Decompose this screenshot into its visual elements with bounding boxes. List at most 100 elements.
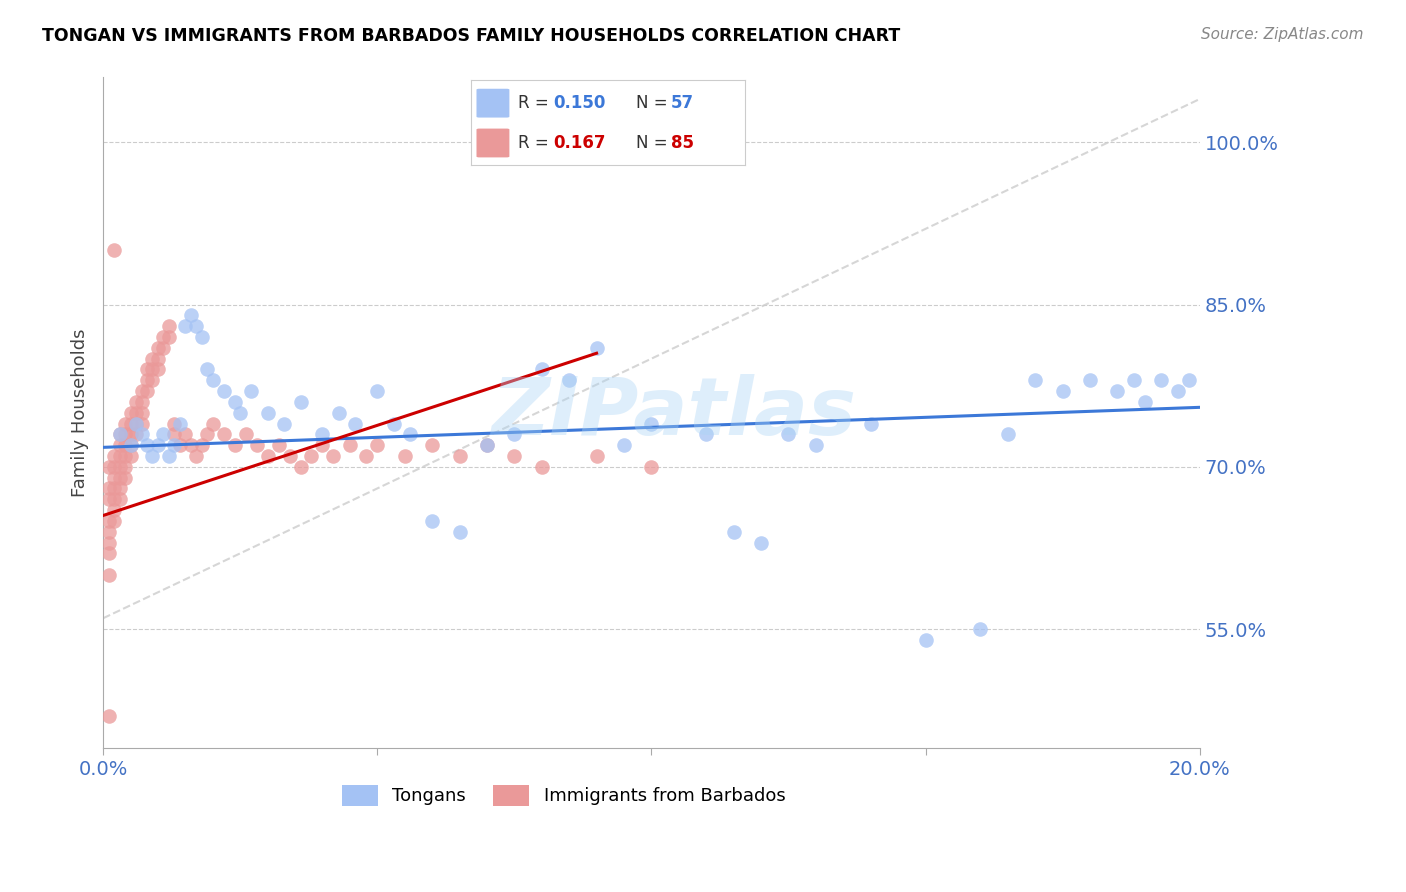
Point: [120, 438, 142, 452]
Point: [366, 438, 388, 452]
Point: [141, 449, 163, 463]
Point: [136, 438, 159, 452]
Point: [174, 319, 197, 334]
Point: [103, 503, 125, 517]
Point: [420, 514, 443, 528]
Point: [152, 427, 174, 442]
Text: 85: 85: [671, 134, 695, 152]
Text: R =: R =: [517, 95, 554, 112]
Point: [97, 524, 120, 539]
Point: [114, 459, 136, 474]
Point: [108, 438, 131, 452]
Point: [108, 459, 131, 474]
Point: [201, 373, 224, 387]
Point: [103, 244, 125, 258]
Point: [1078, 373, 1101, 387]
Point: [120, 417, 142, 431]
Point: [103, 449, 125, 463]
Point: [163, 427, 186, 442]
Text: ZIPatlas: ZIPatlas: [491, 374, 856, 451]
Point: [366, 384, 388, 398]
Point: [290, 395, 312, 409]
Text: Source: ZipAtlas.com: Source: ZipAtlas.com: [1201, 27, 1364, 42]
Point: [301, 449, 323, 463]
Point: [311, 438, 333, 452]
Point: [449, 449, 471, 463]
Point: [97, 514, 120, 528]
Point: [186, 319, 208, 334]
Point: [97, 568, 120, 582]
Point: [290, 459, 312, 474]
Point: [97, 708, 120, 723]
Point: [585, 341, 607, 355]
Point: [273, 417, 295, 431]
Point: [103, 492, 125, 507]
Point: [136, 362, 159, 376]
Point: [449, 524, 471, 539]
Point: [114, 449, 136, 463]
Point: [382, 417, 405, 431]
Point: [146, 341, 169, 355]
Legend: Tongans, Immigrants from Barbados: Tongans, Immigrants from Barbados: [335, 778, 793, 813]
Point: [224, 395, 246, 409]
Point: [131, 406, 153, 420]
FancyBboxPatch shape: [477, 89, 509, 118]
Point: [229, 406, 252, 420]
Text: R =: R =: [517, 134, 554, 152]
Point: [131, 417, 153, 431]
Point: [201, 417, 224, 431]
Point: [141, 362, 163, 376]
Point: [114, 427, 136, 442]
Point: [339, 438, 361, 452]
Point: [1024, 373, 1046, 387]
Point: [530, 459, 553, 474]
Point: [235, 427, 257, 442]
Point: [180, 309, 202, 323]
Point: [157, 449, 180, 463]
Point: [212, 427, 235, 442]
Text: N =: N =: [636, 134, 672, 152]
Point: [103, 482, 125, 496]
Point: [120, 449, 142, 463]
Point: [278, 449, 301, 463]
Point: [97, 492, 120, 507]
Point: [180, 438, 202, 452]
Point: [997, 427, 1019, 442]
Point: [157, 319, 180, 334]
Point: [169, 438, 191, 452]
Point: [778, 427, 800, 442]
Point: [114, 417, 136, 431]
Point: [1122, 373, 1144, 387]
Point: [108, 427, 131, 442]
Point: [146, 351, 169, 366]
Point: [103, 459, 125, 474]
Point: [108, 470, 131, 484]
Point: [1107, 384, 1129, 398]
Point: [503, 427, 526, 442]
Point: [558, 373, 581, 387]
Point: [585, 449, 607, 463]
Text: TONGAN VS IMMIGRANTS FROM BARBADOS FAMILY HOUSEHOLDS CORRELATION CHART: TONGAN VS IMMIGRANTS FROM BARBADOS FAMIL…: [42, 27, 900, 45]
Point: [322, 449, 344, 463]
Point: [146, 438, 169, 452]
Point: [475, 438, 498, 452]
Point: [969, 622, 991, 636]
Point: [1052, 384, 1074, 398]
Point: [224, 438, 246, 452]
Point: [804, 438, 827, 452]
Point: [125, 417, 148, 431]
Point: [169, 417, 191, 431]
Point: [136, 373, 159, 387]
Point: [120, 438, 142, 452]
Point: [640, 459, 662, 474]
Point: [311, 427, 333, 442]
Point: [195, 427, 218, 442]
Point: [191, 330, 214, 344]
Point: [267, 438, 290, 452]
Point: [1133, 395, 1156, 409]
Point: [640, 417, 662, 431]
Y-axis label: Family Households: Family Households: [72, 328, 89, 497]
Text: 0.167: 0.167: [554, 134, 606, 152]
Point: [503, 449, 526, 463]
Point: [186, 449, 208, 463]
